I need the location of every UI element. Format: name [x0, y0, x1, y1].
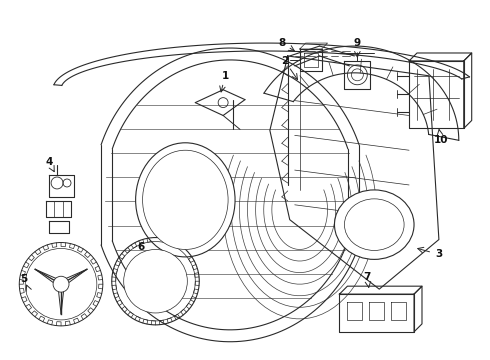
- Polygon shape: [464, 53, 472, 129]
- Text: 7: 7: [364, 272, 371, 282]
- Polygon shape: [270, 56, 439, 289]
- Polygon shape: [300, 49, 321, 71]
- Text: 3: 3: [435, 249, 442, 260]
- Text: 6: 6: [137, 243, 144, 252]
- Polygon shape: [46, 201, 71, 217]
- Text: 2: 2: [281, 56, 289, 66]
- Polygon shape: [409, 61, 464, 129]
- Polygon shape: [300, 43, 327, 49]
- Circle shape: [123, 249, 187, 313]
- Ellipse shape: [344, 199, 404, 251]
- Polygon shape: [49, 221, 69, 233]
- Polygon shape: [409, 53, 472, 61]
- Text: 8: 8: [278, 38, 285, 48]
- Text: 5: 5: [21, 274, 28, 284]
- Text: 1: 1: [221, 71, 229, 81]
- Text: 9: 9: [354, 38, 361, 48]
- Ellipse shape: [335, 190, 414, 260]
- Polygon shape: [340, 286, 422, 294]
- Polygon shape: [49, 175, 74, 197]
- Ellipse shape: [136, 143, 235, 257]
- Text: 4: 4: [46, 157, 53, 167]
- Polygon shape: [344, 61, 370, 89]
- Ellipse shape: [143, 150, 228, 249]
- Text: 10: 10: [434, 135, 448, 145]
- Polygon shape: [340, 294, 414, 332]
- Polygon shape: [414, 286, 422, 332]
- Circle shape: [53, 276, 69, 292]
